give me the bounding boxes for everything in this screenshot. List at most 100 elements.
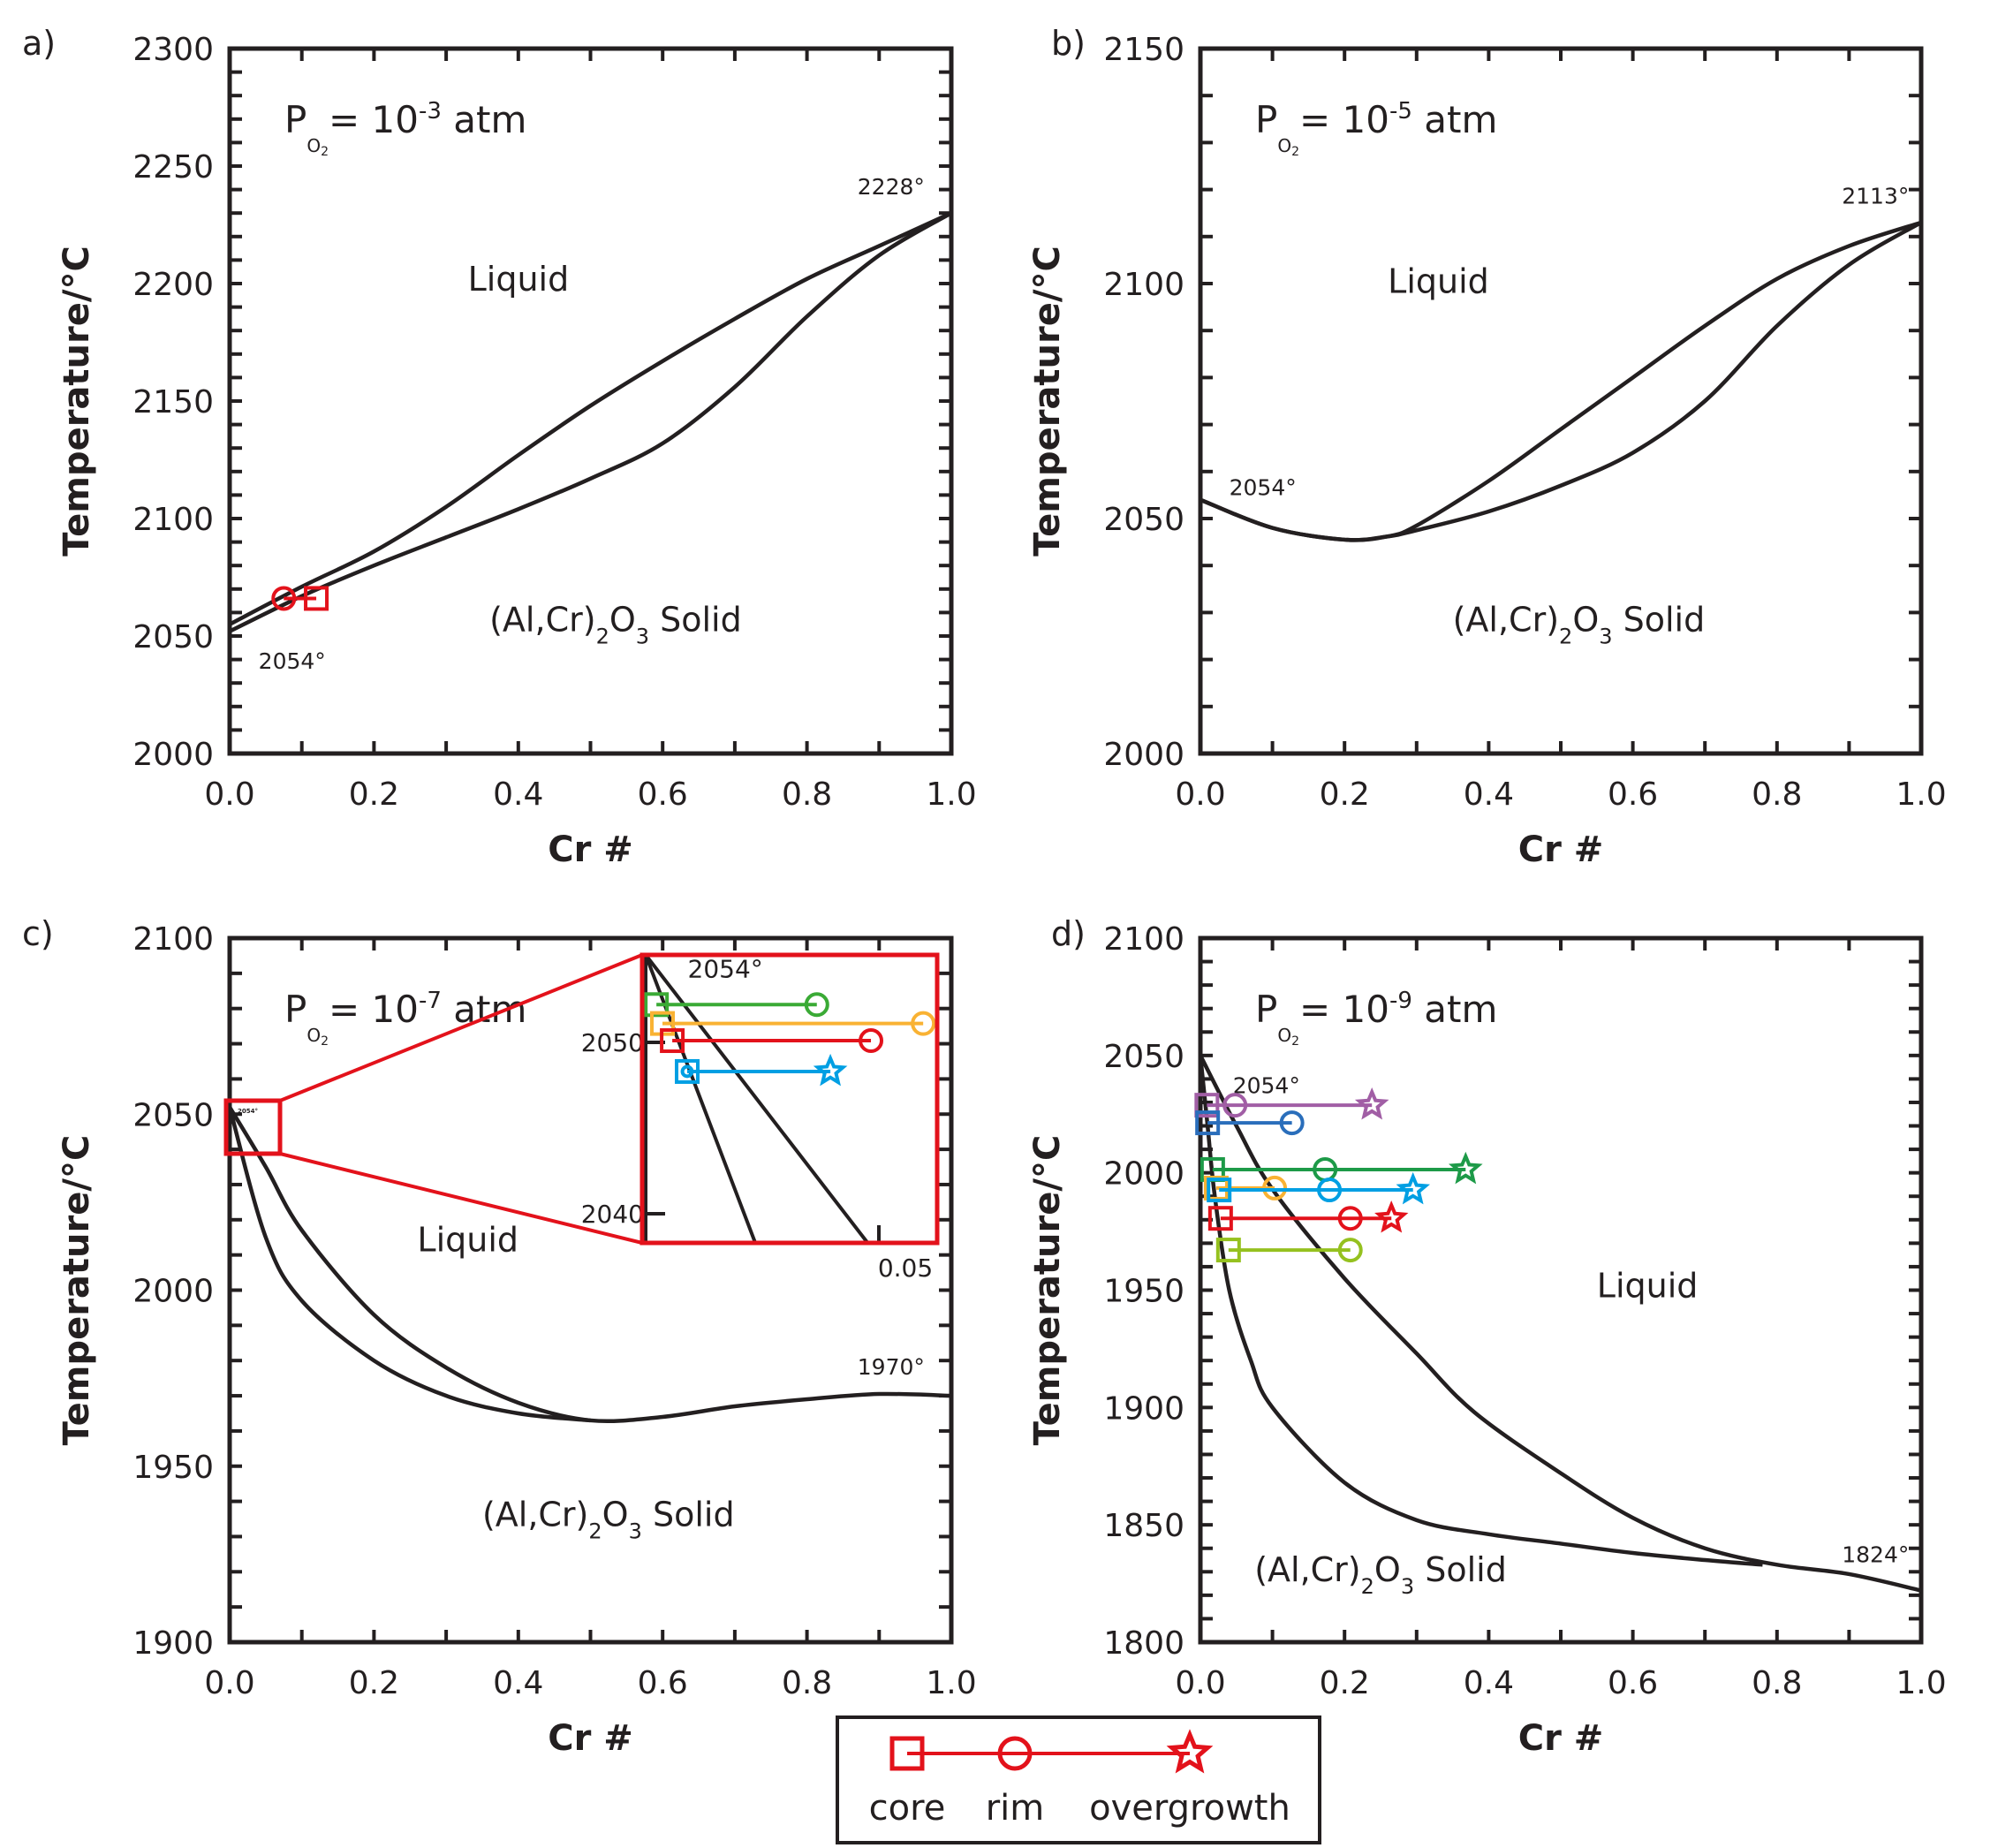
sample-group bbox=[1207, 1200, 1409, 1233]
core-marker bbox=[304, 586, 329, 611]
x-tick-label: 0.2 bbox=[1320, 1665, 1370, 1701]
region-sub: 2 bbox=[1361, 1574, 1374, 1599]
core-marker bbox=[889, 1736, 925, 1771]
liquidus-curve bbox=[228, 211, 952, 626]
rim-marker bbox=[859, 1028, 884, 1054]
y-axis-title: Temperature/°C bbox=[1027, 246, 1068, 557]
po2-subscript-2: 2 bbox=[1291, 145, 1299, 159]
x-tick-label: 0.6 bbox=[1608, 1665, 1658, 1701]
plot-frame bbox=[1198, 46, 1924, 756]
core-marker bbox=[1194, 1093, 1220, 1118]
inset-y-tick-label: 2050 bbox=[581, 1028, 644, 1057]
x-tick-label: 1.0 bbox=[1896, 1665, 1946, 1701]
rim-marker bbox=[997, 1736, 1033, 1771]
y-tick-label: 2050 bbox=[132, 619, 214, 655]
x-tick-label: 0.6 bbox=[1608, 776, 1658, 813]
x-tick-label: 0.8 bbox=[1752, 1665, 1802, 1701]
po2-exponent: -3 bbox=[419, 98, 442, 125]
y-tick-label: 2100 bbox=[132, 502, 214, 538]
overgrowth-marker bbox=[1374, 1200, 1409, 1233]
solid-region-label: (Al,Cr)2O3 Solid bbox=[1453, 601, 1706, 649]
y-tick-label: 2000 bbox=[132, 737, 214, 773]
y-tick-label: 2300 bbox=[132, 32, 214, 68]
region-text: Solid bbox=[649, 601, 742, 640]
y-tick-label: 1850 bbox=[1103, 1508, 1184, 1544]
x-tick-label: 1.0 bbox=[926, 776, 976, 813]
region-sub: 3 bbox=[629, 1519, 642, 1543]
core-marker bbox=[1207, 1178, 1232, 1203]
core-marker bbox=[644, 992, 670, 1018]
x-tick-label: 0.4 bbox=[1464, 1665, 1514, 1701]
po2-prefix: P bbox=[1255, 988, 1277, 1031]
plot-frame bbox=[227, 46, 954, 756]
region-text: O bbox=[609, 601, 636, 640]
po2-subscript: O bbox=[307, 1025, 321, 1046]
y-tick-label: 2000 bbox=[1103, 1156, 1184, 1193]
sample-group bbox=[660, 1028, 884, 1054]
region-text: Solid bbox=[1613, 601, 1706, 640]
region-text: O bbox=[602, 1495, 629, 1534]
panel-a: a) 0.0 0.2 0.4 0.6 0.8 1.0 2000 2050 2100 2150 2200… bbox=[22, 24, 977, 870]
po2-prefix: P bbox=[1255, 98, 1277, 141]
x-tick-label: 0.4 bbox=[493, 776, 543, 813]
panel-label: a) bbox=[22, 24, 56, 63]
y-axis-title: Temperature/°C bbox=[57, 246, 97, 557]
oxygen-pressure-label: PO2= 10-9 atm bbox=[1255, 988, 1497, 1049]
core-marker bbox=[1215, 1238, 1241, 1263]
sample-group bbox=[271, 586, 329, 611]
plot-frame bbox=[227, 935, 954, 1645]
liquid-region-label: Liquid bbox=[1597, 1266, 1699, 1305]
sample-group bbox=[1194, 1087, 1389, 1120]
sample-group bbox=[644, 992, 829, 1018]
y-tick-label: 2200 bbox=[132, 267, 214, 303]
liquid-region-label: Liquid bbox=[417, 1221, 518, 1260]
solidus-curve bbox=[229, 211, 953, 633]
region-text: Solid bbox=[1414, 1550, 1507, 1589]
solidus-curve bbox=[227, 1106, 591, 1423]
overgrowth-marker bbox=[1354, 1087, 1389, 1120]
temperature-annotation: 2113° bbox=[1842, 184, 1909, 209]
y-tick-label: 2100 bbox=[1103, 267, 1184, 303]
region-sub: 2 bbox=[588, 1519, 602, 1543]
x-tick-label: 0.4 bbox=[1464, 776, 1514, 813]
panel-b: b) 0.0 0.2 0.4 0.6 0.8 1.0 2000 2050 2100 2150 Cr #… bbox=[1027, 24, 1947, 870]
liquidus-curve bbox=[228, 1106, 952, 1424]
y-tick-label: 2000 bbox=[132, 1274, 214, 1310]
rim-marker bbox=[1279, 1110, 1305, 1136]
region-text: Solid bbox=[642, 1495, 735, 1534]
inset-x-tick-label: 0.05 bbox=[878, 1253, 933, 1283]
x-tick-label: 0.0 bbox=[204, 1665, 254, 1701]
zoom-box bbox=[223, 1098, 283, 1156]
po2-subscript: O bbox=[307, 135, 321, 156]
x-tick-label: 0.0 bbox=[1175, 1665, 1225, 1701]
x-axis-title: Cr # bbox=[1518, 1718, 1604, 1759]
temperature-annotation: 1970° bbox=[858, 1354, 925, 1380]
plot-frame bbox=[1198, 935, 1924, 1645]
y-axis-title: Temperature/°C bbox=[57, 1135, 97, 1446]
panel-c: c) 0.0 0.2 0.4 0.6 0.8 1.0 1900 1950 2000 2050 2100… bbox=[22, 914, 977, 1759]
temperature-annotation: 2054° bbox=[1230, 474, 1297, 500]
rim-marker bbox=[1337, 1206, 1363, 1231]
y-tick-label: 2000 bbox=[1103, 737, 1184, 773]
y-tick-label: 2050 bbox=[1103, 502, 1184, 538]
po2-equals: = 10 bbox=[1299, 988, 1389, 1031]
liquidus-curve bbox=[1198, 1054, 1922, 1593]
sample-group bbox=[674, 1053, 848, 1087]
po2-subscript-2: 2 bbox=[321, 145, 329, 159]
region-text: O bbox=[1572, 601, 1599, 640]
y-tick-label: 1950 bbox=[1103, 1274, 1184, 1310]
legend-label-core: core bbox=[869, 1788, 946, 1829]
x-tick-label: 1.0 bbox=[926, 1665, 976, 1701]
region-sub: 3 bbox=[1599, 625, 1612, 649]
region-text: (Al,Cr) bbox=[1254, 1550, 1360, 1589]
y-tick-label: 2100 bbox=[132, 921, 214, 958]
po2-unit: atm bbox=[442, 988, 526, 1031]
overgrowth-marker bbox=[1396, 1171, 1430, 1205]
po2-subscript-2: 2 bbox=[321, 1034, 329, 1049]
po2-unit: atm bbox=[442, 98, 526, 141]
x-tick-label: 0.0 bbox=[1175, 776, 1225, 813]
rim-marker bbox=[1222, 1093, 1248, 1118]
panel-label: c) bbox=[22, 914, 54, 953]
inset-solidus-curve bbox=[644, 954, 757, 1244]
